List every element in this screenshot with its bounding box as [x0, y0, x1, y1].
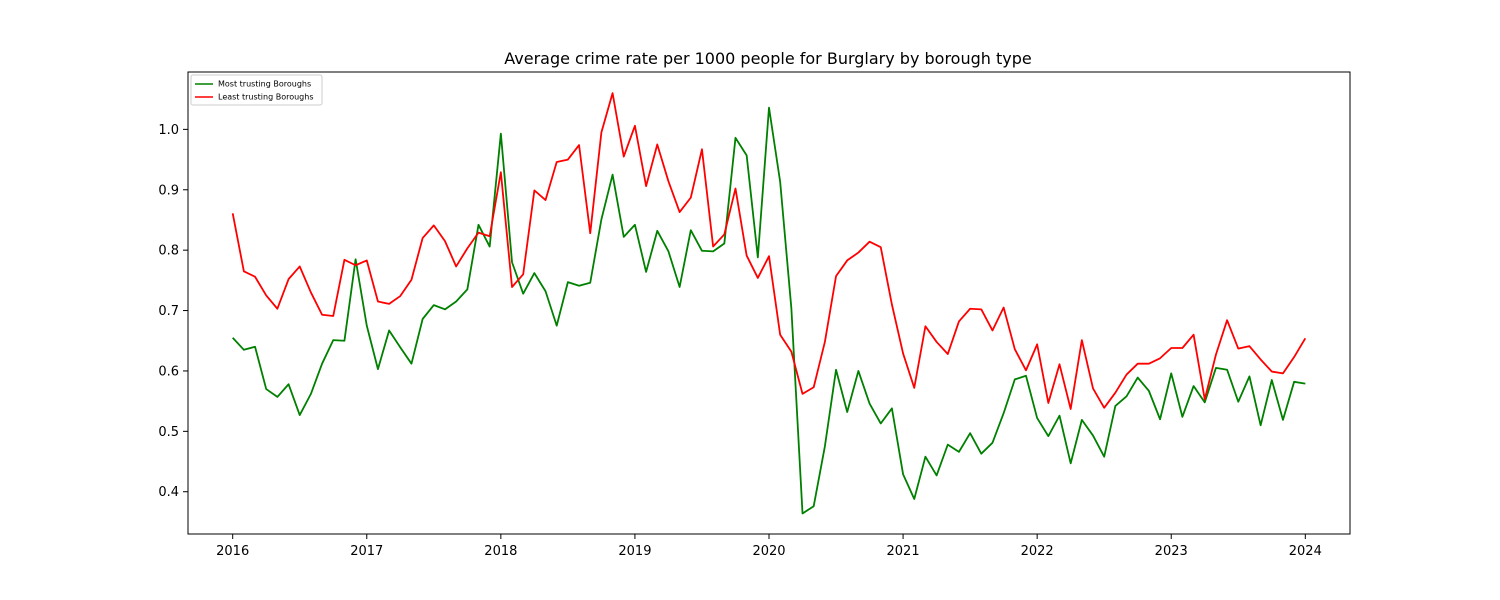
series-line-most-trusting	[232, 106, 1306, 515]
x-axis: 2016 2017 2018 2019 2020 2021 2022 2023 2024	[216, 534, 1322, 559]
series-line-least-trusting	[231, 92, 1307, 410]
series-layer	[231, 92, 1307, 515]
y-tick-label: 0.7	[158, 304, 179, 319]
x-tick-label: 2021	[887, 544, 920, 559]
y-tick-label: 0.6	[158, 364, 179, 379]
legend-label-least-trusting: Least trusting Boroughs	[218, 93, 313, 102]
y-tick-label: 0.8	[158, 244, 179, 259]
legend-label-most-trusting: Most trusting Boroughs	[218, 80, 311, 89]
y-tick-label: 0.5	[158, 425, 179, 440]
legend-box	[190, 74, 323, 106]
y-tick-label: 0.9	[158, 183, 179, 198]
chart-title: Average crime rate per 1000 people for B…	[504, 49, 1031, 68]
y-axis: 0.4 0.5 0.6 0.7 0.8 0.9 1.0	[158, 123, 188, 500]
x-tick-label: 2022	[1021, 544, 1054, 559]
x-tick-label: 2016	[216, 544, 249, 559]
y-tick-label: 0.4	[158, 485, 179, 500]
x-tick-label: 2017	[350, 544, 383, 559]
x-tick-label: 2020	[752, 544, 785, 559]
x-tick-label: 2019	[618, 544, 651, 559]
legend: Most trusting Boroughs Least trusting Bo…	[190, 74, 323, 106]
x-tick-label: 2024	[1289, 544, 1322, 559]
x-tick-label: 2023	[1155, 544, 1188, 559]
x-tick-label: 2018	[484, 544, 517, 559]
y-tick-label: 1.0	[158, 123, 179, 138]
